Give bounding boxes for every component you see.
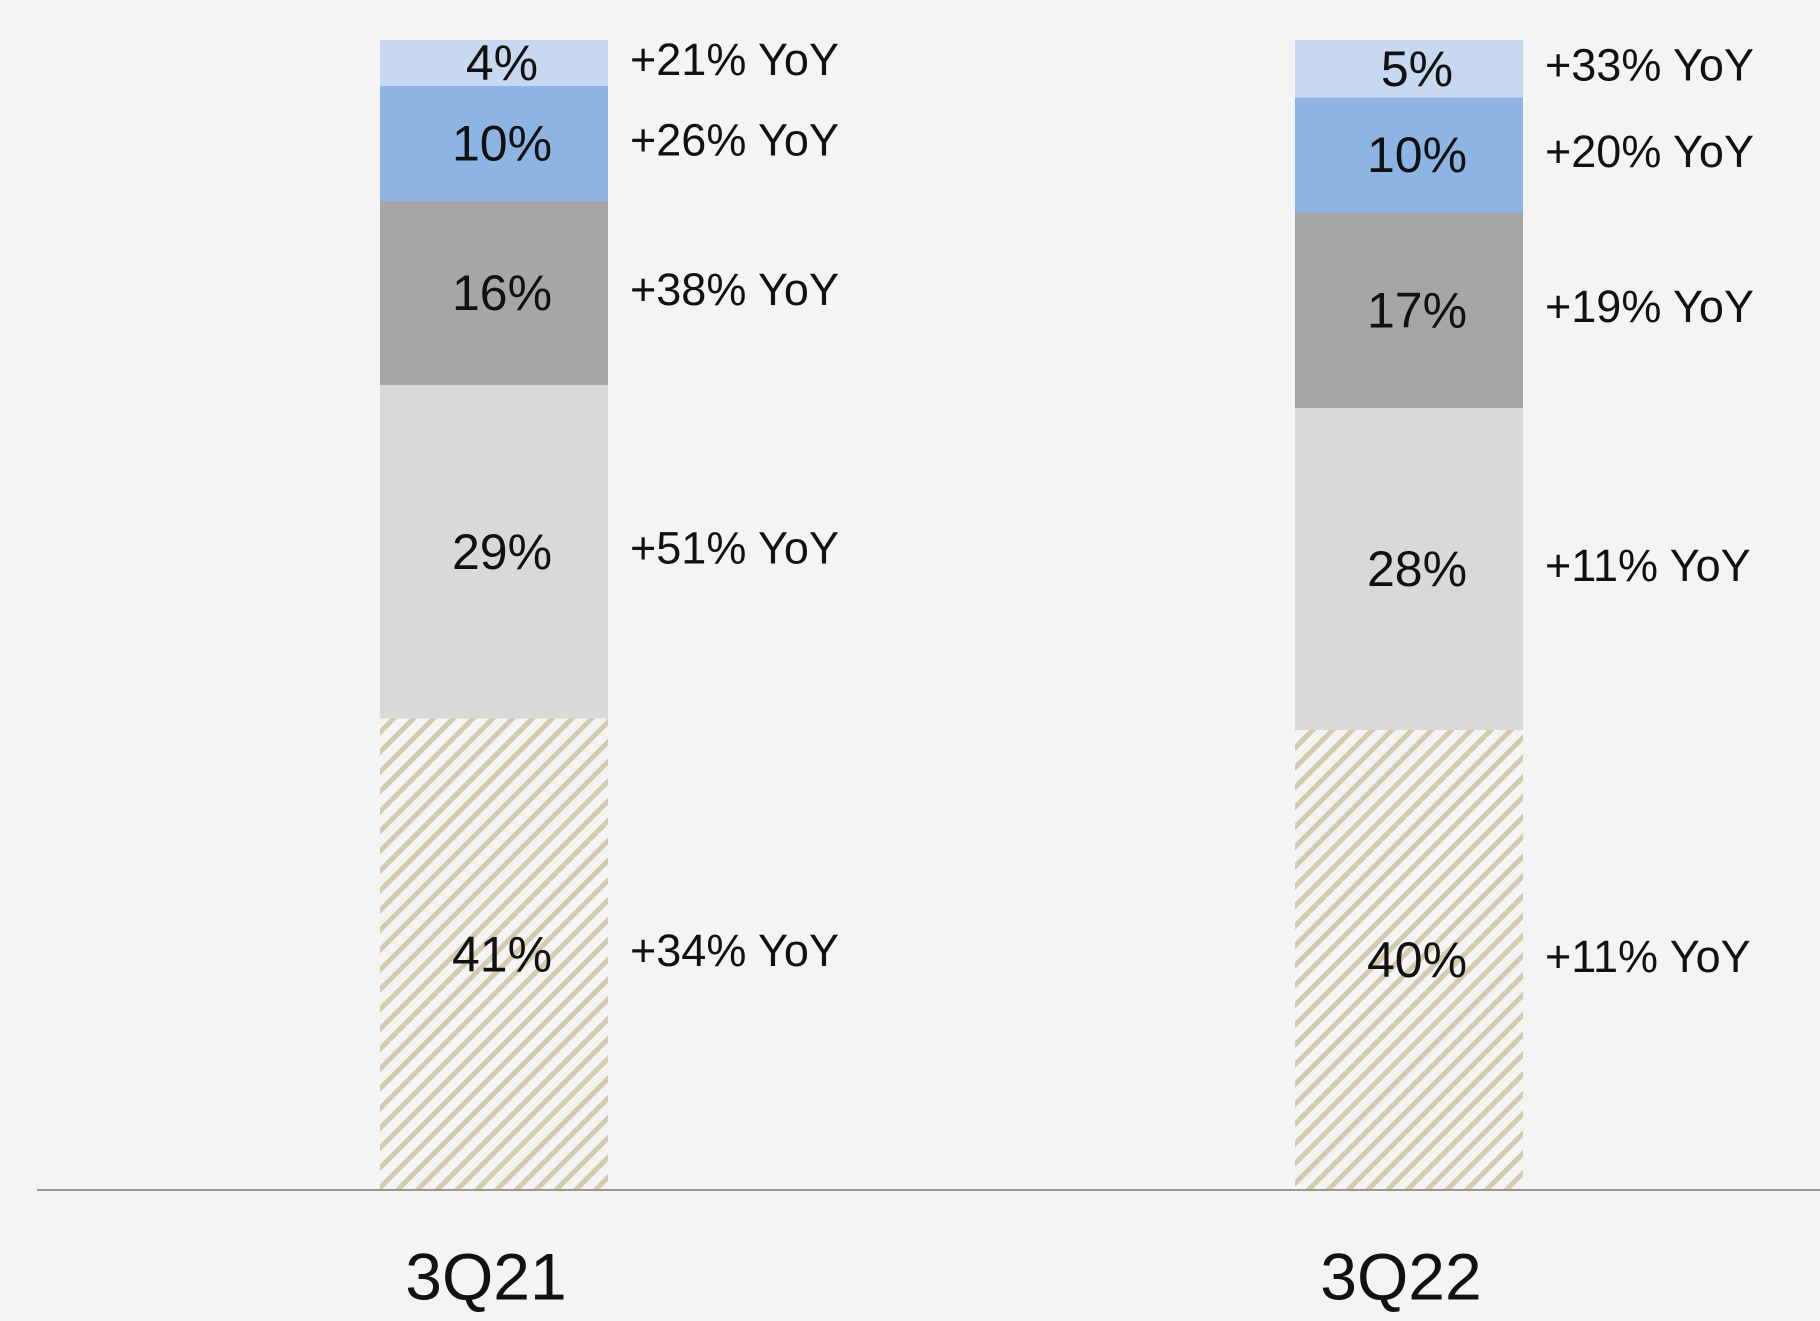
value-label: 4% xyxy=(466,35,538,91)
bar-segment xyxy=(1295,97,1523,213)
yoy-label: +19% YoY xyxy=(1545,281,1754,332)
x-tick-label: 3Q21 xyxy=(405,1239,566,1313)
bar-segment xyxy=(1295,212,1523,408)
bar-segment xyxy=(1295,730,1523,1190)
yoy-label: +51% YoY xyxy=(630,523,839,574)
value-label: 40% xyxy=(1367,932,1467,988)
bar-segment xyxy=(1295,408,1523,730)
yoy-label: +38% YoY xyxy=(630,264,839,315)
bar-segment xyxy=(1295,40,1523,98)
yoy-label: +21% YoY xyxy=(630,34,839,85)
yoy-label: +33% YoY xyxy=(1545,40,1754,91)
value-label: 16% xyxy=(452,265,552,321)
bar-segment xyxy=(380,385,608,719)
value-label: 5% xyxy=(1381,41,1453,97)
yoy-label: +34% YoY xyxy=(630,925,839,976)
yoy-label: +26% YoY xyxy=(630,114,839,165)
value-label: 41% xyxy=(452,926,552,982)
value-label: 28% xyxy=(1367,541,1467,597)
yoy-label: +20% YoY xyxy=(1545,126,1754,177)
value-label: 29% xyxy=(452,524,552,580)
value-label: 10% xyxy=(1367,127,1467,183)
bar-segment xyxy=(380,40,608,86)
bar-segment xyxy=(380,86,608,201)
x-tick-label: 3Q22 xyxy=(1320,1239,1481,1313)
bar-segment xyxy=(380,718,608,1190)
value-label: 10% xyxy=(452,116,552,172)
yoy-label: +11% YoY xyxy=(1545,931,1751,982)
bar-segment xyxy=(380,201,608,385)
value-label: 17% xyxy=(1367,282,1467,338)
yoy-label: +11% YoY xyxy=(1545,540,1751,591)
